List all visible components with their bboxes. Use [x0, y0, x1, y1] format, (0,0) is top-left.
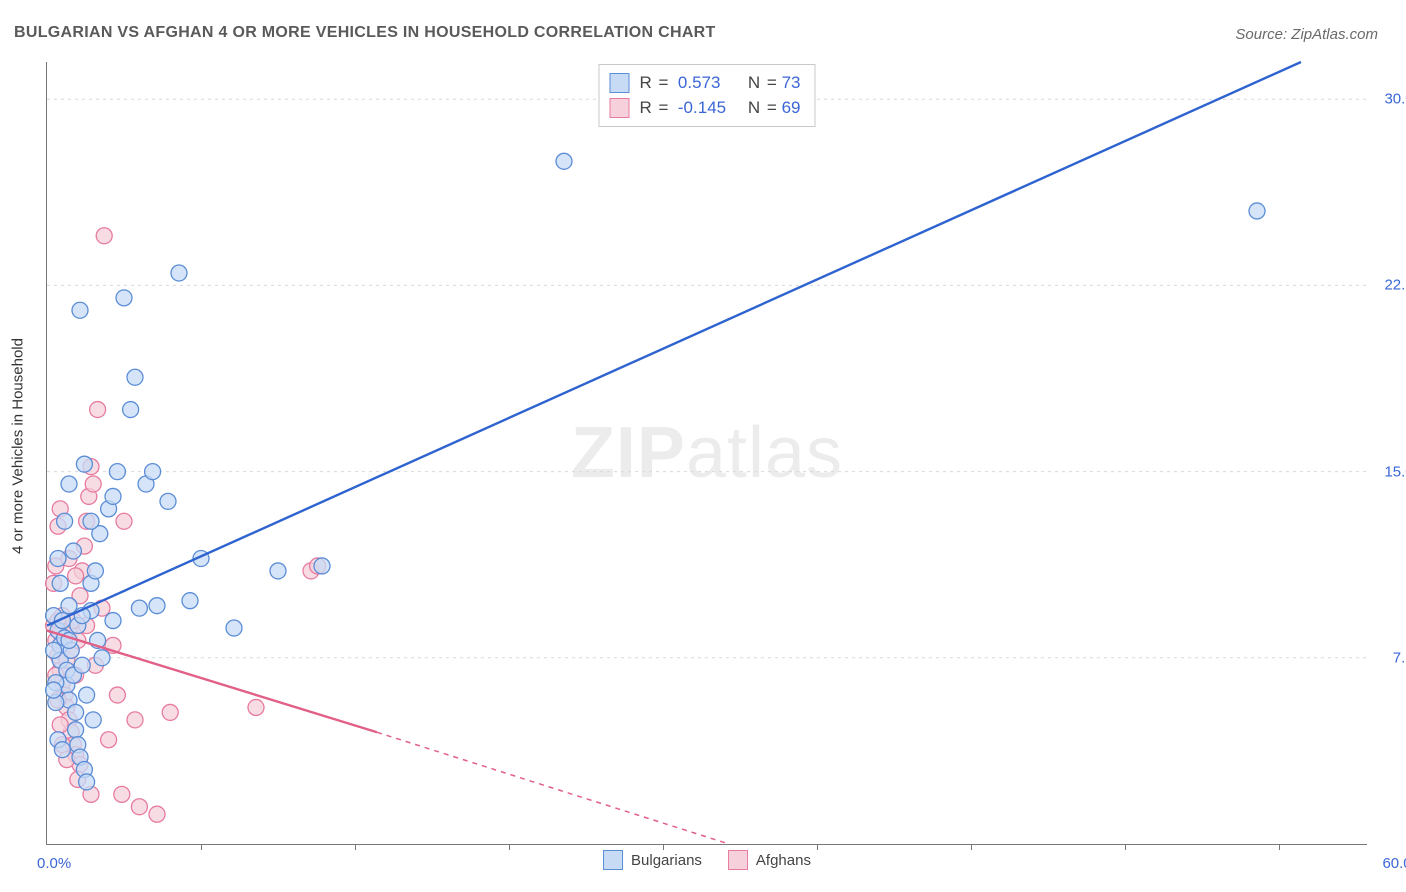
n-value-afghans: 69	[782, 98, 801, 117]
x-tick	[1125, 844, 1126, 850]
y-tick-label: 22.5%	[1372, 277, 1406, 294]
n-value-bulgarians: 73	[782, 73, 801, 92]
data-point	[46, 682, 62, 698]
data-point	[556, 153, 572, 169]
data-point	[149, 598, 165, 614]
source-prefix: Source:	[1235, 26, 1291, 43]
data-point	[90, 402, 106, 418]
swatch-bulgarians	[609, 73, 629, 93]
y-tick-label: 15.0%	[1372, 463, 1406, 480]
data-point	[94, 650, 110, 666]
data-point	[83, 513, 99, 529]
y-tick-label: 30.0%	[1372, 91, 1406, 108]
swatch-afghans	[609, 98, 629, 118]
y-tick-label: 7.5%	[1372, 649, 1406, 666]
legend-item-bulgarians: Bulgarians	[603, 850, 702, 870]
data-point	[105, 488, 121, 504]
data-point	[270, 563, 286, 579]
data-point	[131, 799, 147, 815]
regression-line	[47, 62, 1301, 626]
y-axis-title: 4 or more Vehicles in Household	[10, 338, 27, 554]
data-point	[68, 704, 84, 720]
legend-swatch-afghans	[728, 850, 748, 870]
data-point	[182, 593, 198, 609]
regression-line-extrapolated	[377, 732, 729, 844]
data-point	[145, 464, 161, 480]
x-max-label: 60.0%	[1382, 855, 1406, 872]
x-tick	[355, 844, 356, 850]
legend-label-afghans: Afghans	[756, 852, 811, 869]
gridlines	[47, 99, 1367, 658]
legend-item-afghans: Afghans	[728, 850, 811, 870]
data-point	[96, 228, 112, 244]
data-point	[68, 568, 84, 584]
data-point	[149, 806, 165, 822]
data-point	[1249, 203, 1265, 219]
legend-label-bulgarians: Bulgarians	[631, 852, 702, 869]
data-point	[65, 543, 81, 559]
data-point	[171, 265, 187, 281]
data-point	[46, 642, 62, 658]
data-point	[79, 774, 95, 790]
data-point	[87, 563, 103, 579]
r-value-bulgarians: 0.573	[678, 71, 738, 96]
data-point	[248, 699, 264, 715]
data-point	[85, 476, 101, 492]
data-point	[160, 493, 176, 509]
x-origin-label: 0.0%	[37, 855, 71, 872]
data-point	[109, 687, 125, 703]
data-point	[74, 657, 90, 673]
data-point	[127, 712, 143, 728]
data-point	[314, 558, 330, 574]
data-point	[50, 551, 66, 567]
data-point	[101, 732, 117, 748]
data-point	[68, 722, 84, 738]
regression-lines	[47, 62, 1301, 844]
data-point	[57, 513, 73, 529]
data-point	[72, 302, 88, 318]
data-point	[61, 476, 77, 492]
data-point	[109, 464, 125, 480]
x-tick	[509, 844, 510, 850]
data-point	[61, 598, 77, 614]
data-point	[79, 687, 95, 703]
data-point	[162, 704, 178, 720]
data-point	[226, 620, 242, 636]
x-tick	[817, 844, 818, 850]
stats-row-afghans: R = -0.145 N = 69	[609, 96, 800, 121]
data-point	[131, 600, 147, 616]
data-point	[52, 575, 68, 591]
x-tick	[1279, 844, 1280, 850]
series-legend: Bulgarians Afghans	[603, 850, 811, 870]
data-point	[54, 742, 70, 758]
x-tick	[971, 844, 972, 850]
data-point	[76, 456, 92, 472]
data-point	[105, 613, 121, 629]
source-attribution: Source: ZipAtlas.com	[1235, 26, 1378, 43]
data-point	[127, 369, 143, 385]
data-point	[116, 290, 132, 306]
r-value-afghans: -0.145	[678, 96, 738, 121]
data-point	[85, 712, 101, 728]
scatter-points	[46, 153, 1265, 822]
stats-legend: R = 0.573 N = 73 R = -0.145 N = 69	[598, 64, 815, 127]
source-name: ZipAtlas.com	[1291, 26, 1378, 43]
scatter-svg	[47, 62, 1367, 844]
legend-swatch-bulgarians	[603, 850, 623, 870]
data-point	[123, 402, 139, 418]
chart-title: BULGARIAN VS AFGHAN 4 OR MORE VEHICLES I…	[14, 24, 716, 42]
x-tick	[201, 844, 202, 850]
plot-area: ZIPatlas 7.5%15.0%22.5%30.0% 0.0% 60.0% …	[46, 62, 1367, 845]
data-point	[116, 513, 132, 529]
stats-row-bulgarians: R = 0.573 N = 73	[609, 71, 800, 96]
data-point	[114, 786, 130, 802]
data-point	[52, 717, 68, 733]
